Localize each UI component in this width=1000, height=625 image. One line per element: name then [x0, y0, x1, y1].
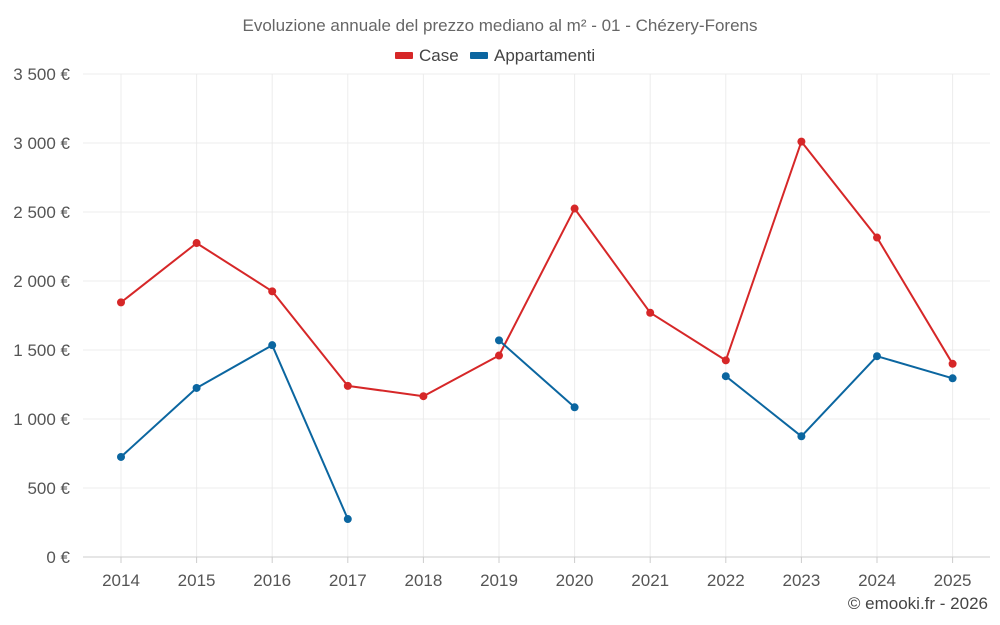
y-tick-label: 3 000 € — [13, 134, 70, 153]
data-point-case-2022[interactable] — [721, 356, 730, 365]
x-tick-label: 2023 — [782, 571, 820, 590]
data-point-appartamenti-2020[interactable] — [570, 403, 579, 412]
data-point-appartamenti-2015[interactable] — [192, 383, 201, 392]
data-point-case-2019[interactable] — [495, 351, 503, 360]
data-point-appartamenti-2023[interactable] — [797, 432, 806, 441]
x-tick-label: 2016 — [253, 571, 291, 590]
legend-swatch-case — [395, 52, 413, 59]
data-point-appartamenti-2014[interactable] — [117, 452, 125, 461]
x-tick-label: 2022 — [707, 571, 745, 590]
data-point-appartamenti-2024[interactable] — [873, 352, 881, 361]
data-point-case-2020[interactable] — [570, 204, 579, 213]
series-appartamenti — [117, 336, 957, 524]
credit-text: © emooki.fr - 2026 — [848, 594, 988, 613]
x-tick-label: 2020 — [556, 571, 594, 590]
data-point-case-2025[interactable] — [948, 359, 957, 368]
legend-label-case: Case — [419, 46, 459, 65]
series-case — [117, 137, 957, 401]
x-tick-label: 2021 — [631, 571, 669, 590]
y-tick-label: 0 € — [46, 548, 70, 567]
x-tick-label: 2017 — [329, 571, 367, 590]
data-point-case-2023[interactable] — [797, 137, 806, 146]
data-point-case-2015[interactable] — [192, 239, 201, 248]
data-point-case-2014[interactable] — [117, 298, 125, 307]
series-line-appartamenti-segment-0 — [120, 344, 349, 520]
chart-title: Evoluzione annuale del prezzo mediano al… — [243, 16, 758, 35]
legend: Case Appartamenti — [395, 46, 595, 65]
x-tick-label: 2014 — [102, 571, 140, 590]
x-tick-label: 2024 — [858, 571, 896, 590]
x-tick-label: 2018 — [404, 571, 442, 590]
legend-item-case[interactable]: Case — [395, 46, 459, 65]
y-tick-label: 500 € — [27, 479, 70, 498]
legend-label-appartamenti: Appartamenti — [494, 46, 595, 65]
legend-item-appartamenti[interactable]: Appartamenti — [470, 46, 595, 65]
data-point-appartamenti-2017[interactable] — [343, 515, 352, 524]
x-tick-label: 2015 — [178, 571, 216, 590]
series-line-case-segment-0 — [120, 140, 954, 398]
grid — [83, 73, 990, 558]
series-line-appartamenti-segment-1 — [498, 339, 576, 409]
x-tick-label: 2019 — [480, 571, 518, 590]
data-point-case-2024[interactable] — [873, 233, 881, 242]
series — [117, 137, 957, 524]
data-point-case-2017[interactable] — [343, 381, 352, 390]
x-tick-label: 2025 — [934, 571, 972, 590]
data-point-case-2016[interactable] — [268, 287, 277, 296]
y-tick-label: 2 000 € — [13, 272, 70, 291]
series-line-appartamenti-segment-2 — [724, 355, 954, 438]
y-tick-label: 1 500 € — [13, 341, 70, 360]
legend-swatch-appartamenti — [470, 52, 488, 59]
y-tick-label: 2 500 € — [13, 203, 70, 222]
data-point-appartamenti-2022[interactable] — [721, 372, 730, 381]
axes: 0 € 500 € 1 000 € 1 500 € 2 000 € 2 500 € 3 00… — [13, 65, 990, 590]
data-point-case-2021[interactable] — [646, 308, 655, 317]
data-point-case-2018[interactable] — [419, 392, 428, 401]
data-point-appartamenti-2025[interactable] — [948, 374, 957, 383]
y-tick-label: 3 500 € — [13, 65, 70, 84]
y-tick-label: 1 000 € — [13, 410, 70, 429]
data-point-appartamenti-2019[interactable] — [495, 336, 503, 345]
data-point-appartamenti-2016[interactable] — [268, 341, 277, 350]
